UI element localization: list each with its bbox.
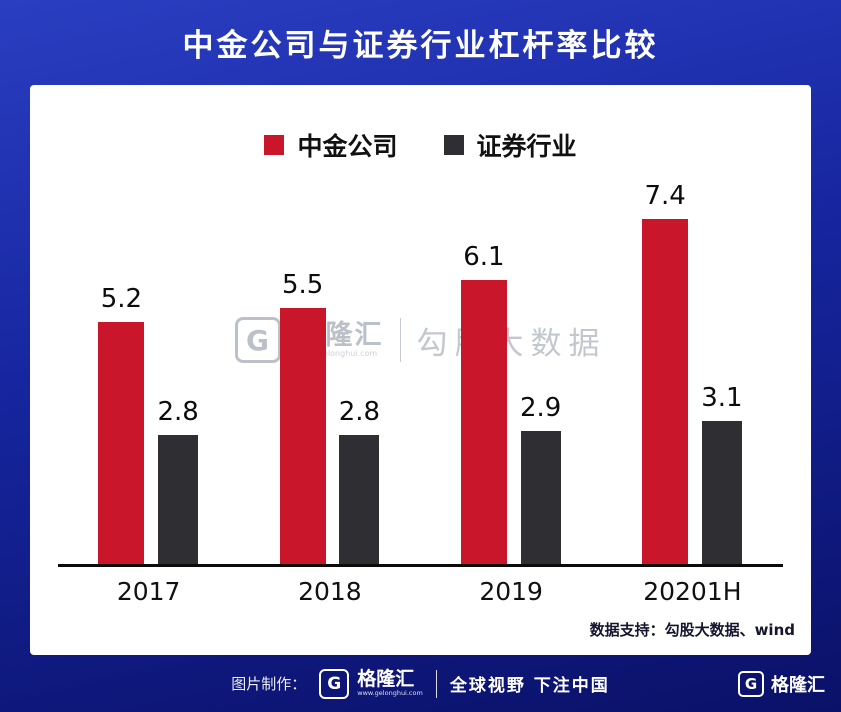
legend-label: 证券行业 [476, 132, 577, 161]
bar-value-label: 7.4 [644, 181, 686, 211]
chart-panel: 中金公司 证券行业 G 格隆汇 www.gelonghui.com 勾股大数据 5… [30, 85, 811, 655]
bar-wrap: 2.8 [157, 397, 199, 567]
bar-中金公司-20201H [642, 219, 689, 567]
bar-wrap: 5.2 [98, 284, 145, 567]
chart-legend: 中金公司 证券行业 [30, 85, 811, 163]
bar-证券行业-2018 [339, 435, 380, 567]
bar-证券行业-2017 [158, 435, 199, 567]
watermark-text: 勾股大数据 [416, 325, 607, 362]
bar-wrap: 6.1 [460, 242, 507, 567]
bar-证券行业-20201H [701, 421, 742, 567]
page-title: 中金公司与证券行业杠杆率比较 [182, 28, 659, 64]
bar-group-2019: 6.1 2.9 [460, 242, 561, 567]
bar-group-2017: 5.2 2.8 [98, 284, 199, 567]
legend-swatch-icon [264, 135, 285, 155]
corner-logo: G 格隆汇 [738, 671, 825, 697]
gelonghui-logo-icon: G [234, 317, 281, 363]
bar-wrap: 7.4 [642, 181, 689, 567]
legend-label: 中金公司 [297, 132, 398, 161]
bar-wrap: 2.8 [339, 397, 380, 567]
x-axis-label-2018: 2018 [298, 577, 362, 606]
legend-swatch-icon [443, 135, 464, 155]
corner-logo-title: 格隆汇 [771, 675, 825, 696]
legend-item-1: 证券行业 [443, 127, 577, 163]
bar-group-20201H: 7.4 3.1 [642, 181, 743, 567]
x-axis-label-20201H: 20201H [643, 577, 742, 606]
footer-bar: 图片制作： G 格隆汇 www.gelonghui.com 全球视野 下注中国 [0, 655, 841, 712]
bar-wrap: 2.9 [520, 393, 561, 567]
footer-logo-url: www.gelonghui.com [357, 689, 423, 698]
bar-value-label: 2.9 [519, 393, 562, 423]
x-axis-line [58, 564, 783, 567]
credit-label: 图片制作： [231, 675, 307, 693]
bar-value-label: 2.8 [157, 397, 199, 427]
gelonghui-logo-icon: G [738, 671, 764, 697]
footer-divider [435, 669, 437, 698]
footer-logo-title: 格隆汇 [357, 668, 415, 691]
footer-logo: G 格隆汇 www.gelonghui.com [319, 668, 423, 699]
bar-value-label: 6.1 [463, 242, 505, 272]
bar-chart: G 格隆汇 www.gelonghui.com 勾股大数据 5.2 2.8 5.5 2… [58, 167, 783, 567]
legend-item-0: 中金公司 [264, 127, 398, 163]
gelonghui-logo-icon: G [319, 668, 350, 699]
watermark-divider [399, 318, 401, 362]
bar-中金公司-2019 [460, 280, 507, 567]
bar-中金公司-2018 [279, 308, 326, 567]
data-source-note: 数据支持：勾股大数据、wind [589, 621, 795, 639]
bar-证券行业-2019 [520, 431, 561, 567]
title-bar: 中金公司与证券行业杠杆率比较 [0, 0, 841, 85]
bar-value-label: 2.8 [338, 397, 381, 427]
x-axis-label-2019: 2019 [479, 577, 543, 606]
bar-wrap: 3.1 [701, 383, 743, 567]
footer-slogan: 全球视野 下注中国 [449, 676, 610, 696]
bar-value-label: 5.5 [282, 270, 324, 300]
bar-value-label: 3.1 [701, 383, 743, 413]
footer-logo-name: 格隆汇 www.gelonghui.com [357, 668, 423, 698]
bar-group-2018: 5.5 2.8 [279, 270, 380, 567]
bar-value-label: 5.2 [100, 284, 143, 314]
bar-wrap: 5.5 [279, 270, 326, 567]
x-axis-labels: 2017 2018 2019 20201H [58, 577, 783, 606]
x-axis-label-2017: 2017 [116, 577, 181, 606]
bar-中金公司-2017 [98, 322, 145, 567]
watermark-logo-url: www.gelonghui.com [296, 348, 378, 358]
bar-groups: 5.2 2.8 5.5 2.8 6.1 2.9 7.4 3.1 [58, 167, 783, 567]
